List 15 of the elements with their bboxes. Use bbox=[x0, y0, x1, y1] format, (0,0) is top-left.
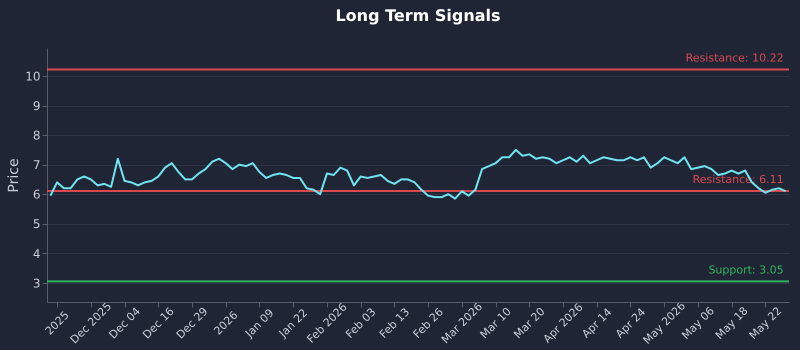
y-tick-label: 3 bbox=[32, 276, 40, 290]
ref-line-label: Support: 3.05 bbox=[708, 263, 784, 276]
line-series bbox=[49, 148, 787, 200]
y-tick-label: 9 bbox=[32, 99, 40, 114]
y-tick-label: 5 bbox=[32, 217, 40, 232]
x-tick-label: Jan 09 bbox=[242, 306, 276, 341]
y-tick-label: 7 bbox=[32, 158, 40, 172]
chart-title: Long Term Signals bbox=[335, 6, 501, 25]
y-tick-label: 4 bbox=[32, 246, 40, 261]
y-tick-label: 8 bbox=[32, 128, 40, 143]
y-tick-label: 10 bbox=[25, 70, 40, 84]
x-tick-label: Feb 13 bbox=[376, 305, 412, 341]
ref-line-label: Resistance: 10.22 bbox=[686, 52, 784, 65]
y-axis-title: Price bbox=[6, 158, 22, 193]
y-tick-label: 6 bbox=[32, 188, 40, 202]
